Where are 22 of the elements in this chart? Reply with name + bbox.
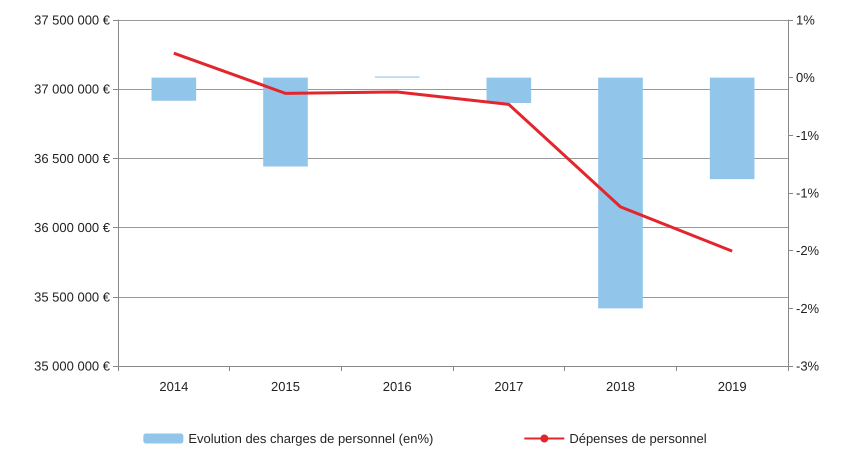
y-tick-label: 37 500 000 € [34,12,111,28]
y2-tick-label: -3% [796,358,820,374]
y-tick-label: 37 000 000 € [34,82,111,97]
y-tick-label: 35 000 000 € [34,358,111,374]
x-tick-label: 2016 [382,379,412,394]
y2-tick-label: 0% [796,70,816,86]
x-tick-label: 2018 [606,379,635,394]
y-tick-label: 36 500 000 € [34,150,111,166]
y2-tick-label: -1% [796,186,820,200]
legend-label: Dépenses de personnel [569,431,707,446]
x-tick-label: 2019 [718,379,747,394]
y2-tick-label: -2% [796,243,820,258]
x-tick-label: 2015 [271,379,300,394]
y-tick-label: 36 000 000 € [34,220,111,236]
legend-label: Evolution des charges de personnel (en%) [188,431,434,446]
y2-tick-label: 1% [796,12,816,28]
y2-tick-label: -2% [796,300,820,316]
line-series [172,52,734,253]
y-tick-label: 35 500 000 € [34,289,111,304]
x-tick-label: 2014 [159,379,188,394]
y2-tick-label: -1% [796,128,820,143]
x-tick-label: 2017 [494,379,524,394]
